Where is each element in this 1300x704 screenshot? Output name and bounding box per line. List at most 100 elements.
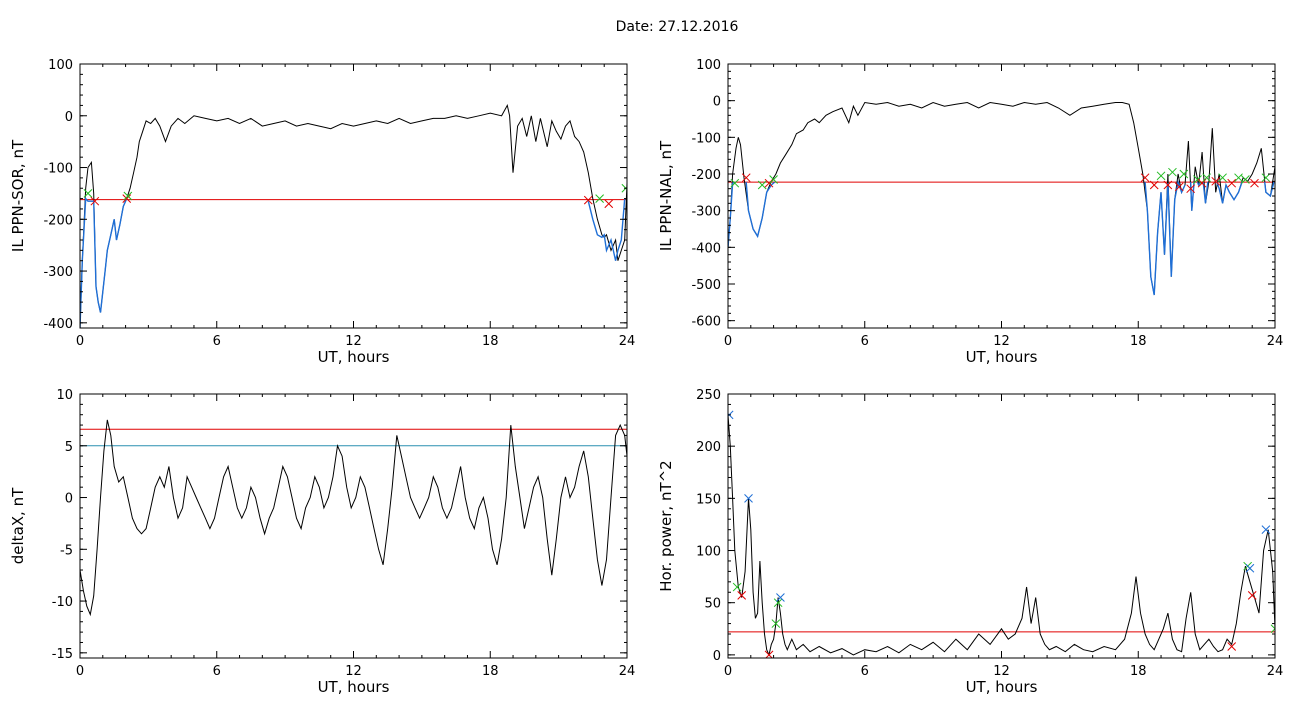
x-tick-label-nal-24: 24 bbox=[1267, 334, 1284, 349]
marker-nal-12 bbox=[1186, 184, 1196, 194]
y-tick-label-deltax-10: 10 bbox=[56, 388, 73, 403]
marker-power-13 bbox=[1270, 624, 1275, 634]
marker-power-3 bbox=[744, 493, 753, 503]
x-tick-label-nal-6: 6 bbox=[861, 334, 869, 349]
marker-nal-21 bbox=[1250, 178, 1259, 188]
marker-power-2 bbox=[737, 591, 747, 600]
y-tick-label-nal--400: -400 bbox=[691, 241, 721, 256]
marker-sor-5 bbox=[595, 194, 605, 203]
marker-nal-16 bbox=[1211, 176, 1221, 186]
panel-power: 0 6 12 18 24 250 200 150 100 50 0 UT, hours Hor. pow… bbox=[657, 388, 1283, 696]
marker-nal-9 bbox=[1168, 167, 1177, 177]
x-tick-label-power-12: 12 bbox=[993, 664, 1010, 679]
marker-sor-1 bbox=[90, 196, 100, 206]
y-tick-label-nal--100: -100 bbox=[691, 131, 721, 146]
y-tick-label-deltax-5: 5 bbox=[65, 440, 73, 455]
panel-sor: 0 6 12 18 24 100 0 -100 -200 -300 -400 UT, hours IL … bbox=[9, 58, 635, 366]
highlight-segment-nal-0 bbox=[728, 181, 736, 248]
marker-power-5 bbox=[771, 619, 781, 628]
y-tick-label-sor--200: -200 bbox=[43, 213, 73, 228]
marker-nal-15 bbox=[1202, 173, 1211, 183]
marker-nal-22 bbox=[1261, 173, 1271, 183]
x-tick-label-deltax-0: 0 bbox=[76, 664, 84, 679]
x-tick-label-nal-18: 18 bbox=[1130, 334, 1147, 349]
x-tick-label-power-18: 18 bbox=[1130, 664, 1147, 679]
x-tick-label-power-24: 24 bbox=[1267, 664, 1284, 679]
marker-nal-14 bbox=[1197, 178, 1207, 188]
page-title: Date: 27.12.2016 bbox=[615, 19, 739, 35]
highlight-segment-nal-6 bbox=[1216, 181, 1243, 204]
y-tick-label-power-0: 0 bbox=[713, 649, 721, 664]
marker-nal-3 bbox=[764, 178, 774, 188]
marker-sor-4 bbox=[583, 195, 593, 205]
marker-sor-6 bbox=[604, 199, 614, 209]
highlight-segment-nal-5 bbox=[1202, 182, 1209, 204]
marker-nal-8 bbox=[1163, 180, 1173, 190]
x-tick-label-sor-6: 6 bbox=[213, 334, 221, 349]
x-axis-label-deltax: UT, hours bbox=[318, 678, 390, 696]
plot-frame-deltax bbox=[79, 393, 628, 659]
y-tick-label-power-100: 100 bbox=[696, 545, 721, 560]
y-tick-label-nal-100: 100 bbox=[696, 58, 721, 73]
marker-power-11 bbox=[1247, 591, 1257, 600]
marker-nal-5 bbox=[1140, 173, 1150, 183]
y-tick-label-power-150: 150 bbox=[696, 492, 721, 507]
plot-frame-sor bbox=[79, 63, 628, 329]
x-tick-label-power-0: 0 bbox=[724, 664, 732, 679]
y-tick-label-nal-0: 0 bbox=[713, 95, 721, 110]
marker-nal-13 bbox=[1193, 175, 1202, 184]
highlight-segment-nal-2 bbox=[1144, 179, 1186, 296]
marker-power-7 bbox=[776, 593, 785, 602]
x-tick-label-sor-18: 18 bbox=[482, 334, 499, 349]
y-tick-label-power-200: 200 bbox=[696, 440, 721, 455]
x-tick-label-deltax-18: 18 bbox=[482, 664, 499, 679]
y-axis-label-deltax: deltaX, nT bbox=[9, 487, 27, 564]
y-tick-label-nal--500: -500 bbox=[691, 278, 721, 293]
x-axis-label-power: UT, hours bbox=[966, 678, 1038, 696]
panel-nal: 0 6 12 18 24 100 0 -100 -200 -300 -400 -500 -600 UT, … bbox=[657, 58, 1283, 366]
x-tick-label-nal-0: 0 bbox=[724, 334, 732, 349]
x-axis-label-nal: UT, hours bbox=[966, 348, 1038, 366]
y-tick-label-power-250: 250 bbox=[696, 388, 721, 403]
y-tick-label-deltax--10: -10 bbox=[52, 595, 73, 610]
x-tick-label-sor-12: 12 bbox=[345, 334, 362, 349]
marker-nal-10 bbox=[1174, 182, 1184, 192]
y-tick-label-sor--100: -100 bbox=[43, 162, 73, 177]
marker-nal-0 bbox=[730, 178, 740, 188]
x-tick-label-power-6: 6 bbox=[861, 664, 869, 679]
marker-nal-1 bbox=[741, 173, 751, 183]
y-tick-label-deltax--5: -5 bbox=[60, 543, 73, 558]
marker-power-12 bbox=[1261, 525, 1271, 535]
x-tick-label-nal-12: 12 bbox=[993, 334, 1010, 349]
marker-power-1 bbox=[732, 582, 742, 592]
y-tick-label-sor-100: 100 bbox=[48, 58, 73, 73]
trace-line-sor bbox=[80, 103, 627, 328]
marker-nal-7 bbox=[1156, 171, 1166, 181]
y-axis-label-power: Hor. power, nT^2 bbox=[657, 460, 675, 591]
marker-nal-19 bbox=[1234, 173, 1243, 183]
marker-sor-3 bbox=[123, 191, 133, 201]
marker-nal-4 bbox=[769, 175, 778, 184]
marker-power-10 bbox=[1245, 563, 1255, 573]
marker-nal-20 bbox=[1241, 175, 1250, 184]
x-tick-label-deltax-24: 24 bbox=[619, 664, 636, 679]
trace-line-deltax bbox=[80, 419, 627, 617]
y-tick-label-deltax-0: 0 bbox=[65, 492, 73, 507]
y-tick-label-sor--300: -300 bbox=[43, 265, 73, 280]
highlight-segment-sor-0 bbox=[80, 196, 128, 328]
y-tick-label-nal--600: -600 bbox=[691, 315, 721, 330]
y-tick-label-nal--200: -200 bbox=[691, 168, 721, 183]
x-tick-label-sor-24: 24 bbox=[619, 334, 636, 349]
y-tick-label-deltax--15: -15 bbox=[52, 647, 73, 662]
highlight-segment-sor-1 bbox=[587, 198, 626, 261]
y-tick-label-sor--400: -400 bbox=[43, 317, 73, 332]
marker-nal-17 bbox=[1218, 173, 1227, 183]
marker-nal-2 bbox=[757, 180, 767, 190]
marker-sor-2 bbox=[122, 194, 132, 203]
y-tick-label-nal--300: -300 bbox=[691, 205, 721, 220]
plot-frame-power bbox=[727, 393, 1276, 659]
trace-line-power bbox=[728, 414, 1275, 657]
marker-power-6 bbox=[773, 598, 783, 608]
